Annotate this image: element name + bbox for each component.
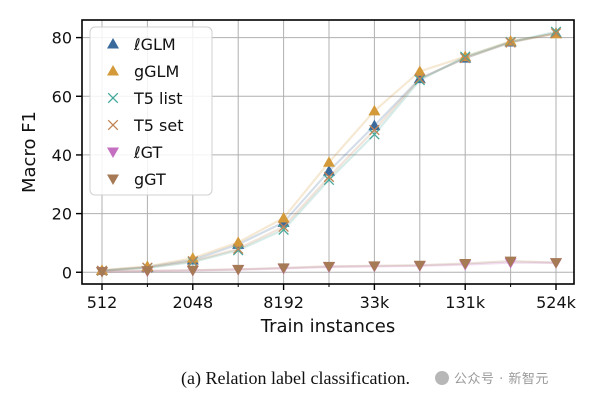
marker-stroke xyxy=(232,243,244,255)
data-point xyxy=(413,260,426,272)
marker-stroke xyxy=(459,51,471,62)
data-point xyxy=(413,65,426,76)
data-point xyxy=(323,261,335,273)
marker-stroke xyxy=(107,92,119,104)
marker-stroke xyxy=(232,245,244,256)
figure-caption: (a) Relation label classification. xyxy=(181,368,410,388)
data-point xyxy=(504,256,517,268)
legend-label: ℓGLM xyxy=(133,35,176,54)
x-tick-label: 2048 xyxy=(172,293,213,312)
axis-ticks: 0 20 40 60 80 512 2048 8192 33k 131k 524k xyxy=(52,29,577,312)
x-axis-label: Train instances xyxy=(260,316,396,337)
marker-stroke xyxy=(107,119,119,131)
marker-stroke xyxy=(459,52,471,64)
legend-label: T5 list xyxy=(133,89,183,108)
data-point xyxy=(232,264,245,276)
series-markers xyxy=(96,26,562,278)
data-point xyxy=(186,265,199,277)
data-point xyxy=(368,104,381,116)
data-point xyxy=(414,74,426,86)
y-tick-label: 40 xyxy=(52,146,72,165)
marker-stroke xyxy=(323,171,335,183)
data-point xyxy=(232,243,244,255)
data-point xyxy=(369,129,380,140)
marker-stroke xyxy=(278,221,289,233)
marker-stroke xyxy=(187,255,199,267)
data-point xyxy=(504,35,517,46)
data-point xyxy=(550,27,562,39)
data-point xyxy=(459,52,471,64)
data-point xyxy=(323,171,335,183)
data-point xyxy=(459,51,471,62)
data-point xyxy=(323,165,335,176)
legend-label: gGLM xyxy=(134,62,179,81)
data-point xyxy=(232,236,245,247)
data-point xyxy=(187,255,199,267)
marker-stroke xyxy=(550,26,562,37)
marker-stroke xyxy=(414,73,426,84)
wechat-icon xyxy=(435,371,449,385)
legend-marker xyxy=(107,38,119,49)
legend-marker xyxy=(107,65,119,76)
legend-marker xyxy=(107,92,119,104)
legend-marker xyxy=(107,147,119,158)
x-tick-label: 33k xyxy=(360,293,390,312)
grid-lines xyxy=(82,20,574,284)
data-point xyxy=(141,266,154,277)
data-point xyxy=(277,212,290,223)
watermark-text: 公众号 · 新智元 xyxy=(454,372,549,387)
y-tick-label: 0 xyxy=(62,263,72,282)
y-axis-label: Macro F1 xyxy=(19,111,40,193)
legend-box xyxy=(89,26,213,196)
y-tick-label: 20 xyxy=(52,205,72,224)
data-point xyxy=(550,258,562,269)
legend-marker xyxy=(107,174,119,185)
data-point xyxy=(550,26,562,37)
data-point xyxy=(368,261,381,272)
legend-label: ℓGT xyxy=(133,143,162,162)
data-point xyxy=(277,263,290,274)
plot-area-frame xyxy=(81,19,575,285)
watermark: 公众号 · 新智元 xyxy=(435,368,549,387)
marker-stroke xyxy=(369,124,380,136)
x-tick-label: 512 xyxy=(87,293,118,312)
marker-stroke xyxy=(369,129,380,140)
data-point xyxy=(414,73,426,84)
marker-stroke xyxy=(414,74,426,86)
legend-label: gGT xyxy=(134,170,166,189)
x-tick-label: 8192 xyxy=(263,293,304,312)
data-point xyxy=(369,124,380,136)
legend: ℓGLM gGLM T5 list T5 set ℓGT gGT xyxy=(89,26,213,196)
data-point xyxy=(459,258,472,270)
data-point xyxy=(505,37,516,48)
x-tick-label: 524k xyxy=(536,293,577,312)
data-point xyxy=(96,267,108,278)
legend-label: T5 set xyxy=(133,116,184,135)
y-tick-label: 60 xyxy=(52,87,72,106)
data-point xyxy=(186,252,199,263)
x-tick-label: 131k xyxy=(445,293,486,312)
marker-stroke xyxy=(278,224,289,235)
data-point xyxy=(323,156,335,167)
data-point xyxy=(232,245,244,256)
marker-stroke xyxy=(505,37,516,48)
y-tick-label: 80 xyxy=(52,29,72,48)
marker-stroke xyxy=(323,174,335,186)
data-point xyxy=(278,221,289,233)
legend-marker xyxy=(107,119,119,131)
data-point xyxy=(278,224,289,235)
data-point xyxy=(323,174,335,186)
marker-stroke xyxy=(550,27,562,39)
